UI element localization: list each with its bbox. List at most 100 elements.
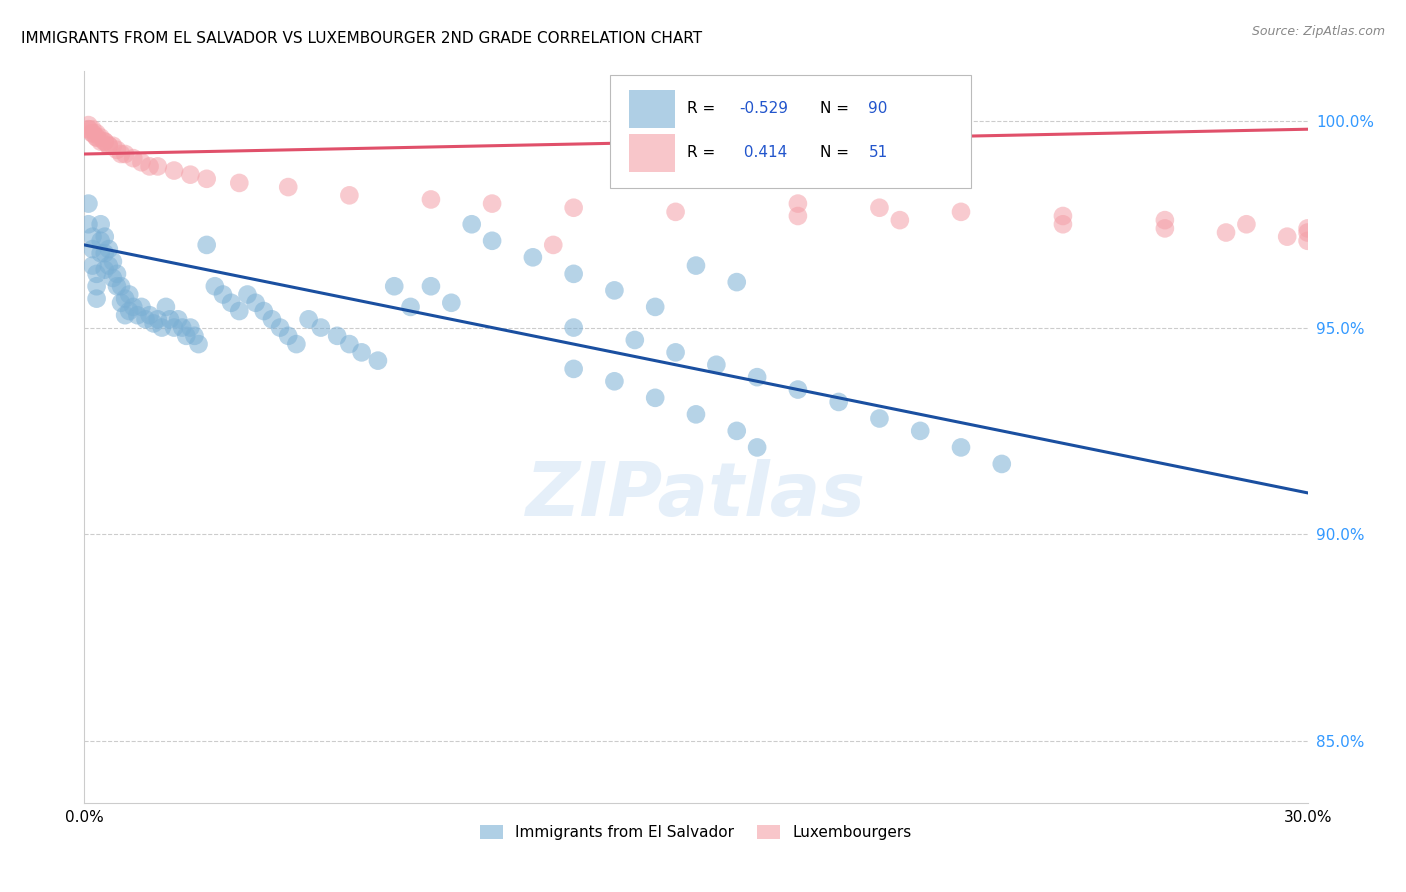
Point [179,320,201,334]
Point [93,246,115,260]
Point [163,163,186,178]
Point [481,196,503,211]
Point [86,267,108,281]
Point [122,300,145,314]
Point [725,424,748,438]
Text: ZIPatlas: ZIPatlas [526,459,866,533]
Text: N =: N = [820,145,848,160]
Point [665,205,688,219]
Point [90,130,112,145]
Point [869,201,891,215]
Point [93,135,115,149]
Text: 90: 90 [869,101,887,116]
Point [543,238,565,252]
Point [90,217,112,231]
Point [122,151,145,165]
Point [1277,229,1299,244]
Text: 0.414: 0.414 [738,145,787,160]
Point [1317,234,1340,248]
Point [77,122,100,136]
Point [350,345,373,359]
Point [195,171,218,186]
Text: Source: ZipAtlas.com: Source: ZipAtlas.com [1251,25,1385,38]
Point [101,138,124,153]
Point [118,304,141,318]
Point [787,383,810,397]
Text: R =: R = [688,101,716,116]
Point [150,320,173,334]
Point [725,275,748,289]
Point [644,300,666,314]
Point [339,337,361,351]
Point [174,328,197,343]
Point [77,196,100,211]
Point [105,143,128,157]
Point [706,358,728,372]
Point [110,295,132,310]
Point [1154,221,1177,235]
Point [93,262,115,277]
Point [219,295,242,310]
Point [562,362,585,376]
Point [1317,229,1340,244]
Point [138,308,160,322]
Point [603,284,626,298]
Point [1296,234,1319,248]
Point [82,229,104,244]
Point [481,234,503,248]
Point [747,441,769,455]
Point [97,138,120,153]
Point [110,147,132,161]
FancyBboxPatch shape [610,75,972,188]
Point [309,320,332,334]
Point [135,312,157,326]
Point [212,287,235,301]
Point [562,320,585,334]
Point [159,312,181,326]
Text: IMMIGRANTS FROM EL SALVADOR VS LUXEMBOURGER 2ND GRADE CORRELATION CHART: IMMIGRANTS FROM EL SALVADOR VS LUXEMBOUR… [21,31,702,46]
Point [82,259,104,273]
Point [77,217,100,231]
Point [110,279,132,293]
Text: -0.529: -0.529 [738,101,787,116]
Point [828,395,851,409]
Text: N =: N = [820,101,848,116]
Point [562,201,585,215]
Text: 51: 51 [869,145,887,160]
Point [163,320,186,334]
FancyBboxPatch shape [628,134,675,171]
Point [82,242,104,256]
Point [950,441,973,455]
Point [93,229,115,244]
Point [97,259,120,273]
Point [1296,221,1319,235]
Point [105,279,128,293]
Point [991,457,1014,471]
Point [155,300,177,314]
Point [131,300,153,314]
Point [131,155,153,169]
Point [787,196,810,211]
Point [869,411,891,425]
Point [86,279,108,293]
Point [269,320,291,334]
Point [910,424,932,438]
Point [367,353,389,368]
Point [603,374,626,388]
Text: R =: R = [688,145,716,160]
Point [114,308,136,322]
Point [77,118,100,132]
FancyBboxPatch shape [628,90,675,128]
Point [1052,217,1074,231]
Point [86,126,108,140]
Point [97,138,120,153]
Point [90,135,112,149]
Point [195,238,218,252]
Point [187,337,209,351]
Point [399,300,422,314]
Point [245,295,267,310]
Point [685,408,707,422]
Point [86,130,108,145]
Point [101,271,124,285]
Point [90,246,112,260]
